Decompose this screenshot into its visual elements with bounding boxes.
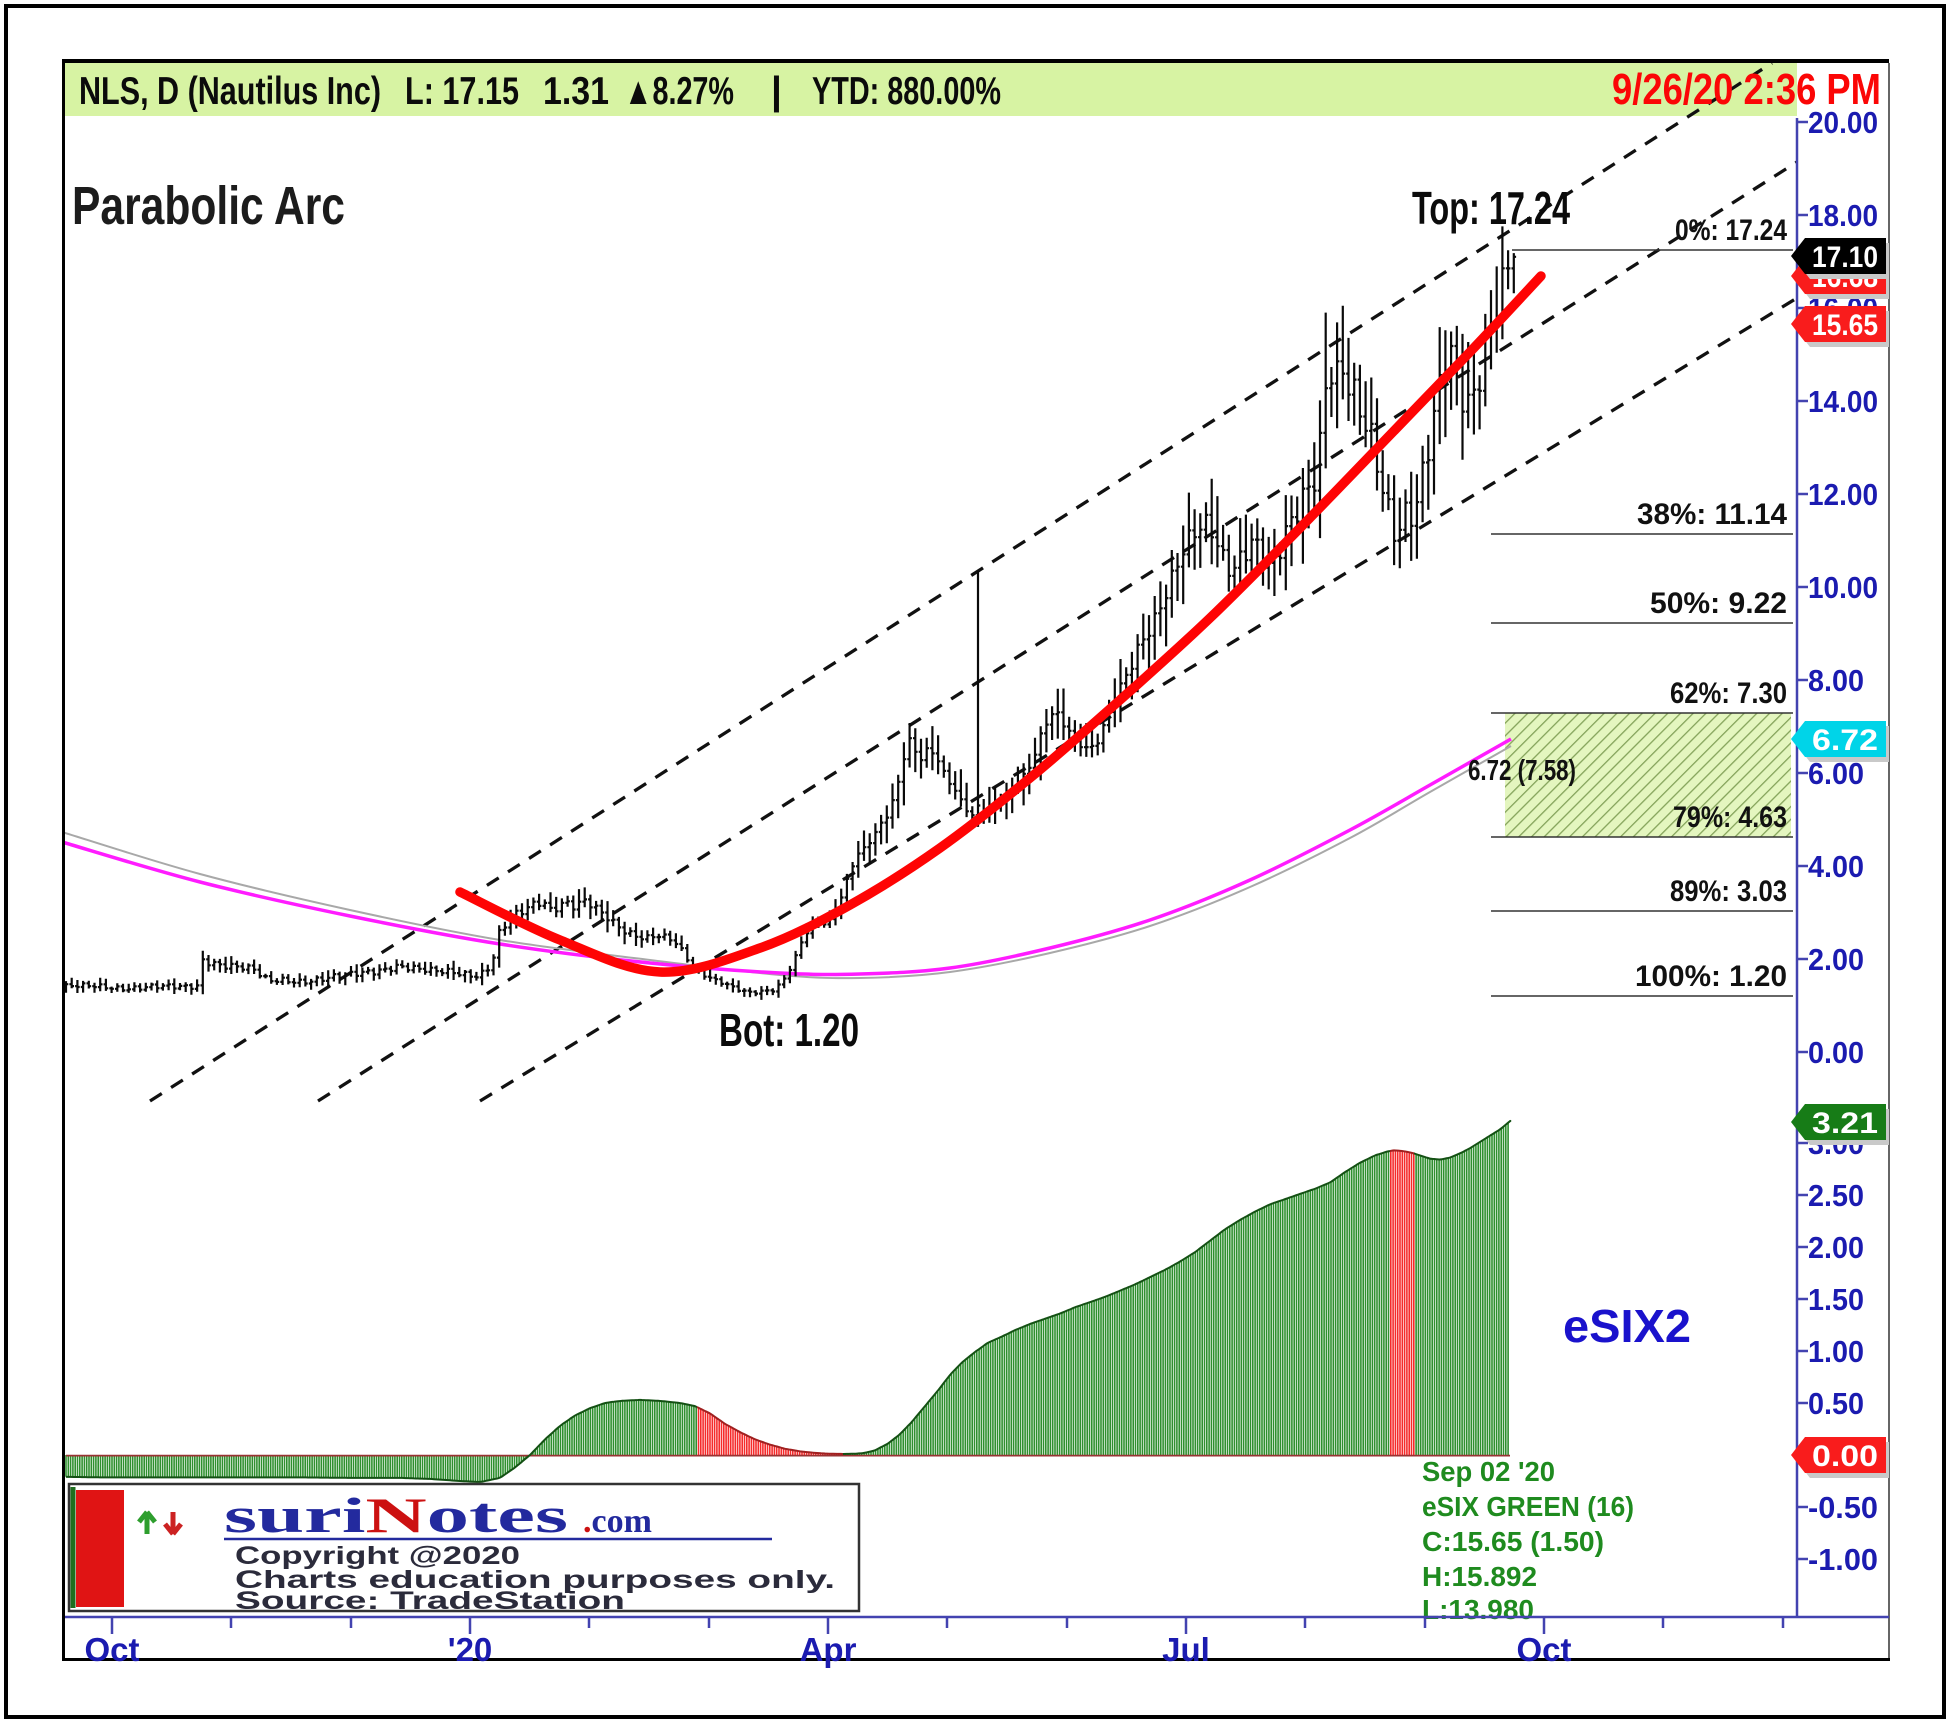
svg-text:0.00: 0.00 [1812,1440,1878,1473]
svg-text:6.72: 6.72 [1812,724,1878,757]
svg-text:NLS, D (Nautilus Inc): NLS, D (Nautilus Inc) [79,70,381,113]
svg-text:2.50: 2.50 [1808,1178,1864,1213]
svg-text:eSIX2: eSIX2 [1563,1300,1691,1352]
svg-text:62%: 7.30: 62%: 7.30 [1670,677,1787,710]
svg-text:|: | [771,70,782,113]
svg-text:100%: 1.20: 100%: 1.20 [1635,960,1787,993]
svg-text:C:15.65 (1.50): C:15.65 (1.50) [1422,1526,1604,1557]
svg-text:'20: '20 [448,1631,493,1668]
svg-text:1.50: 1.50 [1808,1282,1864,1317]
svg-text:.com: .com [583,1503,652,1540]
svg-text:2.00: 2.00 [1808,1230,1864,1265]
svg-text:20.00: 20.00 [1808,105,1878,140]
svg-text:50%: 9.22: 50%: 9.22 [1650,587,1787,620]
svg-text:12.00: 12.00 [1808,477,1878,512]
svg-text:Bot: 1.20: Bot: 1.20 [719,1004,859,1056]
svg-text:89%: 3.03: 89%: 3.03 [1670,875,1787,908]
svg-text:Sep 02 '20: Sep 02 '20 [1422,1456,1555,1487]
svg-text:79%: 4.63: 79%: 4.63 [1673,801,1787,834]
svg-text:L:13.980: L:13.980 [1422,1594,1534,1625]
svg-text:YTD: 880.00%: YTD: 880.00% [812,70,1001,113]
svg-text:-1.00: -1.00 [1808,1542,1878,1577]
svg-text:3.21: 3.21 [1812,1107,1878,1140]
svg-text:9/26/20 2:36 PM: 9/26/20 2:36 PM [1612,65,1881,114]
svg-text:Parabolic Arc: Parabolic Arc [72,176,345,236]
svg-text:eSIX GREEN (16): eSIX GREEN (16) [1422,1491,1634,1522]
svg-text:Oct: Oct [84,1631,139,1668]
svg-text:14.00: 14.00 [1808,384,1878,419]
svg-text:18.00: 18.00 [1808,198,1878,233]
svg-text:15.65: 15.65 [1812,309,1878,342]
svg-text:0.00: 0.00 [1808,1035,1864,1070]
svg-text:Apr: Apr [800,1631,857,1668]
svg-text:Oct: Oct [1516,1631,1571,1668]
svg-text:6.72 (7.58): 6.72 (7.58) [1468,755,1576,787]
svg-text:L: 17.15: L: 17.15 [405,70,519,113]
svg-text:Charts education purposes only: Charts education purposes only. [235,1566,835,1594]
svg-text:10.00: 10.00 [1808,570,1878,605]
svg-text:38%: 11.14: 38%: 11.14 [1637,498,1787,531]
svg-text:-0.50: -0.50 [1808,1490,1878,1525]
svg-text:0%: 17.24: 0%: 17.24 [1675,214,1787,247]
svg-text:2.00: 2.00 [1808,942,1864,977]
svg-text:17.10: 17.10 [1812,241,1878,274]
svg-text:4.00: 4.00 [1808,849,1864,884]
svg-text:Source: TradeStation: Source: TradeStation [235,1587,625,1615]
svg-text:0.50: 0.50 [1808,1386,1864,1421]
svg-text:Copyright @2020: Copyright @2020 [235,1542,520,1570]
svg-text:1.31: 1.31 [543,70,609,113]
svg-text:8.00: 8.00 [1808,663,1864,698]
svg-text:Jul: Jul [1162,1631,1210,1668]
svg-text:H:15.892: H:15.892 [1422,1561,1537,1592]
svg-text:▲8.27%: ▲8.27% [624,70,734,113]
svg-text:Top: 17.24: Top: 17.24 [1412,182,1570,234]
svg-text:1.00: 1.00 [1808,1334,1864,1369]
